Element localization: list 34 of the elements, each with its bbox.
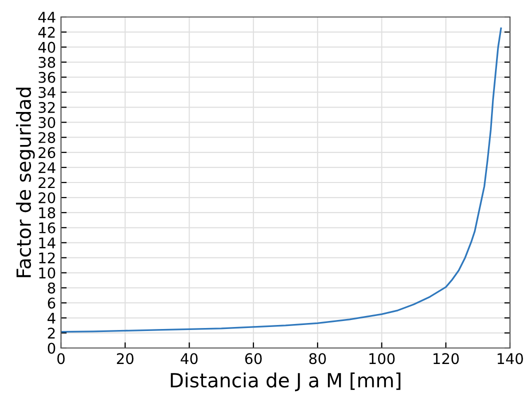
y-tick-label: 14 [39,238,56,248]
y-tick-label: 40 [38,42,56,53]
y-tick-label: 42 [38,26,55,38]
x-tick-label: 0 [57,353,65,364]
y-tick-label: 30 [38,117,56,128]
y-tick-label: 36 [38,72,56,83]
x-tick-label: 60 [245,353,262,364]
x-tick-label: 80 [309,353,326,364]
y-tick-label: 10 [39,267,56,279]
y-tick-label: 0 [48,342,56,354]
y-tick-label: 24 [38,162,56,173]
y-tick-label: 18 [39,207,56,218]
line-series [61,27,502,333]
y-tick-label: 26 [38,147,56,158]
y-tick-label: 38 [38,56,56,68]
x-tick-label: 120 [434,353,459,364]
x-tick-label: 20 [116,353,134,364]
x-axis-title: Distancia de J a M [mm] [170,372,400,392]
x-tick-label: 140 [498,353,523,364]
y-tick-label: 28 [38,132,56,144]
y-tick-label: 12 [39,252,55,264]
y-tick-label: 44 [38,12,56,23]
y-tick-label: 20 [38,192,56,204]
x-tick-label: 40 [180,353,198,364]
y-tick-label: 32 [38,102,55,114]
y-tick-label: 22 [38,177,55,188]
y-tick-label: 8 [48,282,56,294]
y-tick-label: 4 [48,312,56,324]
y-tick-label: 34 [38,86,56,98]
y-tick-label: 6 [48,298,56,309]
y-tick-label: 2 [48,328,55,338]
y-tick-label: 16 [39,222,56,234]
x-tick-label: 100 [369,353,395,364]
y-axis-title: Factor de seguridad [16,88,35,278]
